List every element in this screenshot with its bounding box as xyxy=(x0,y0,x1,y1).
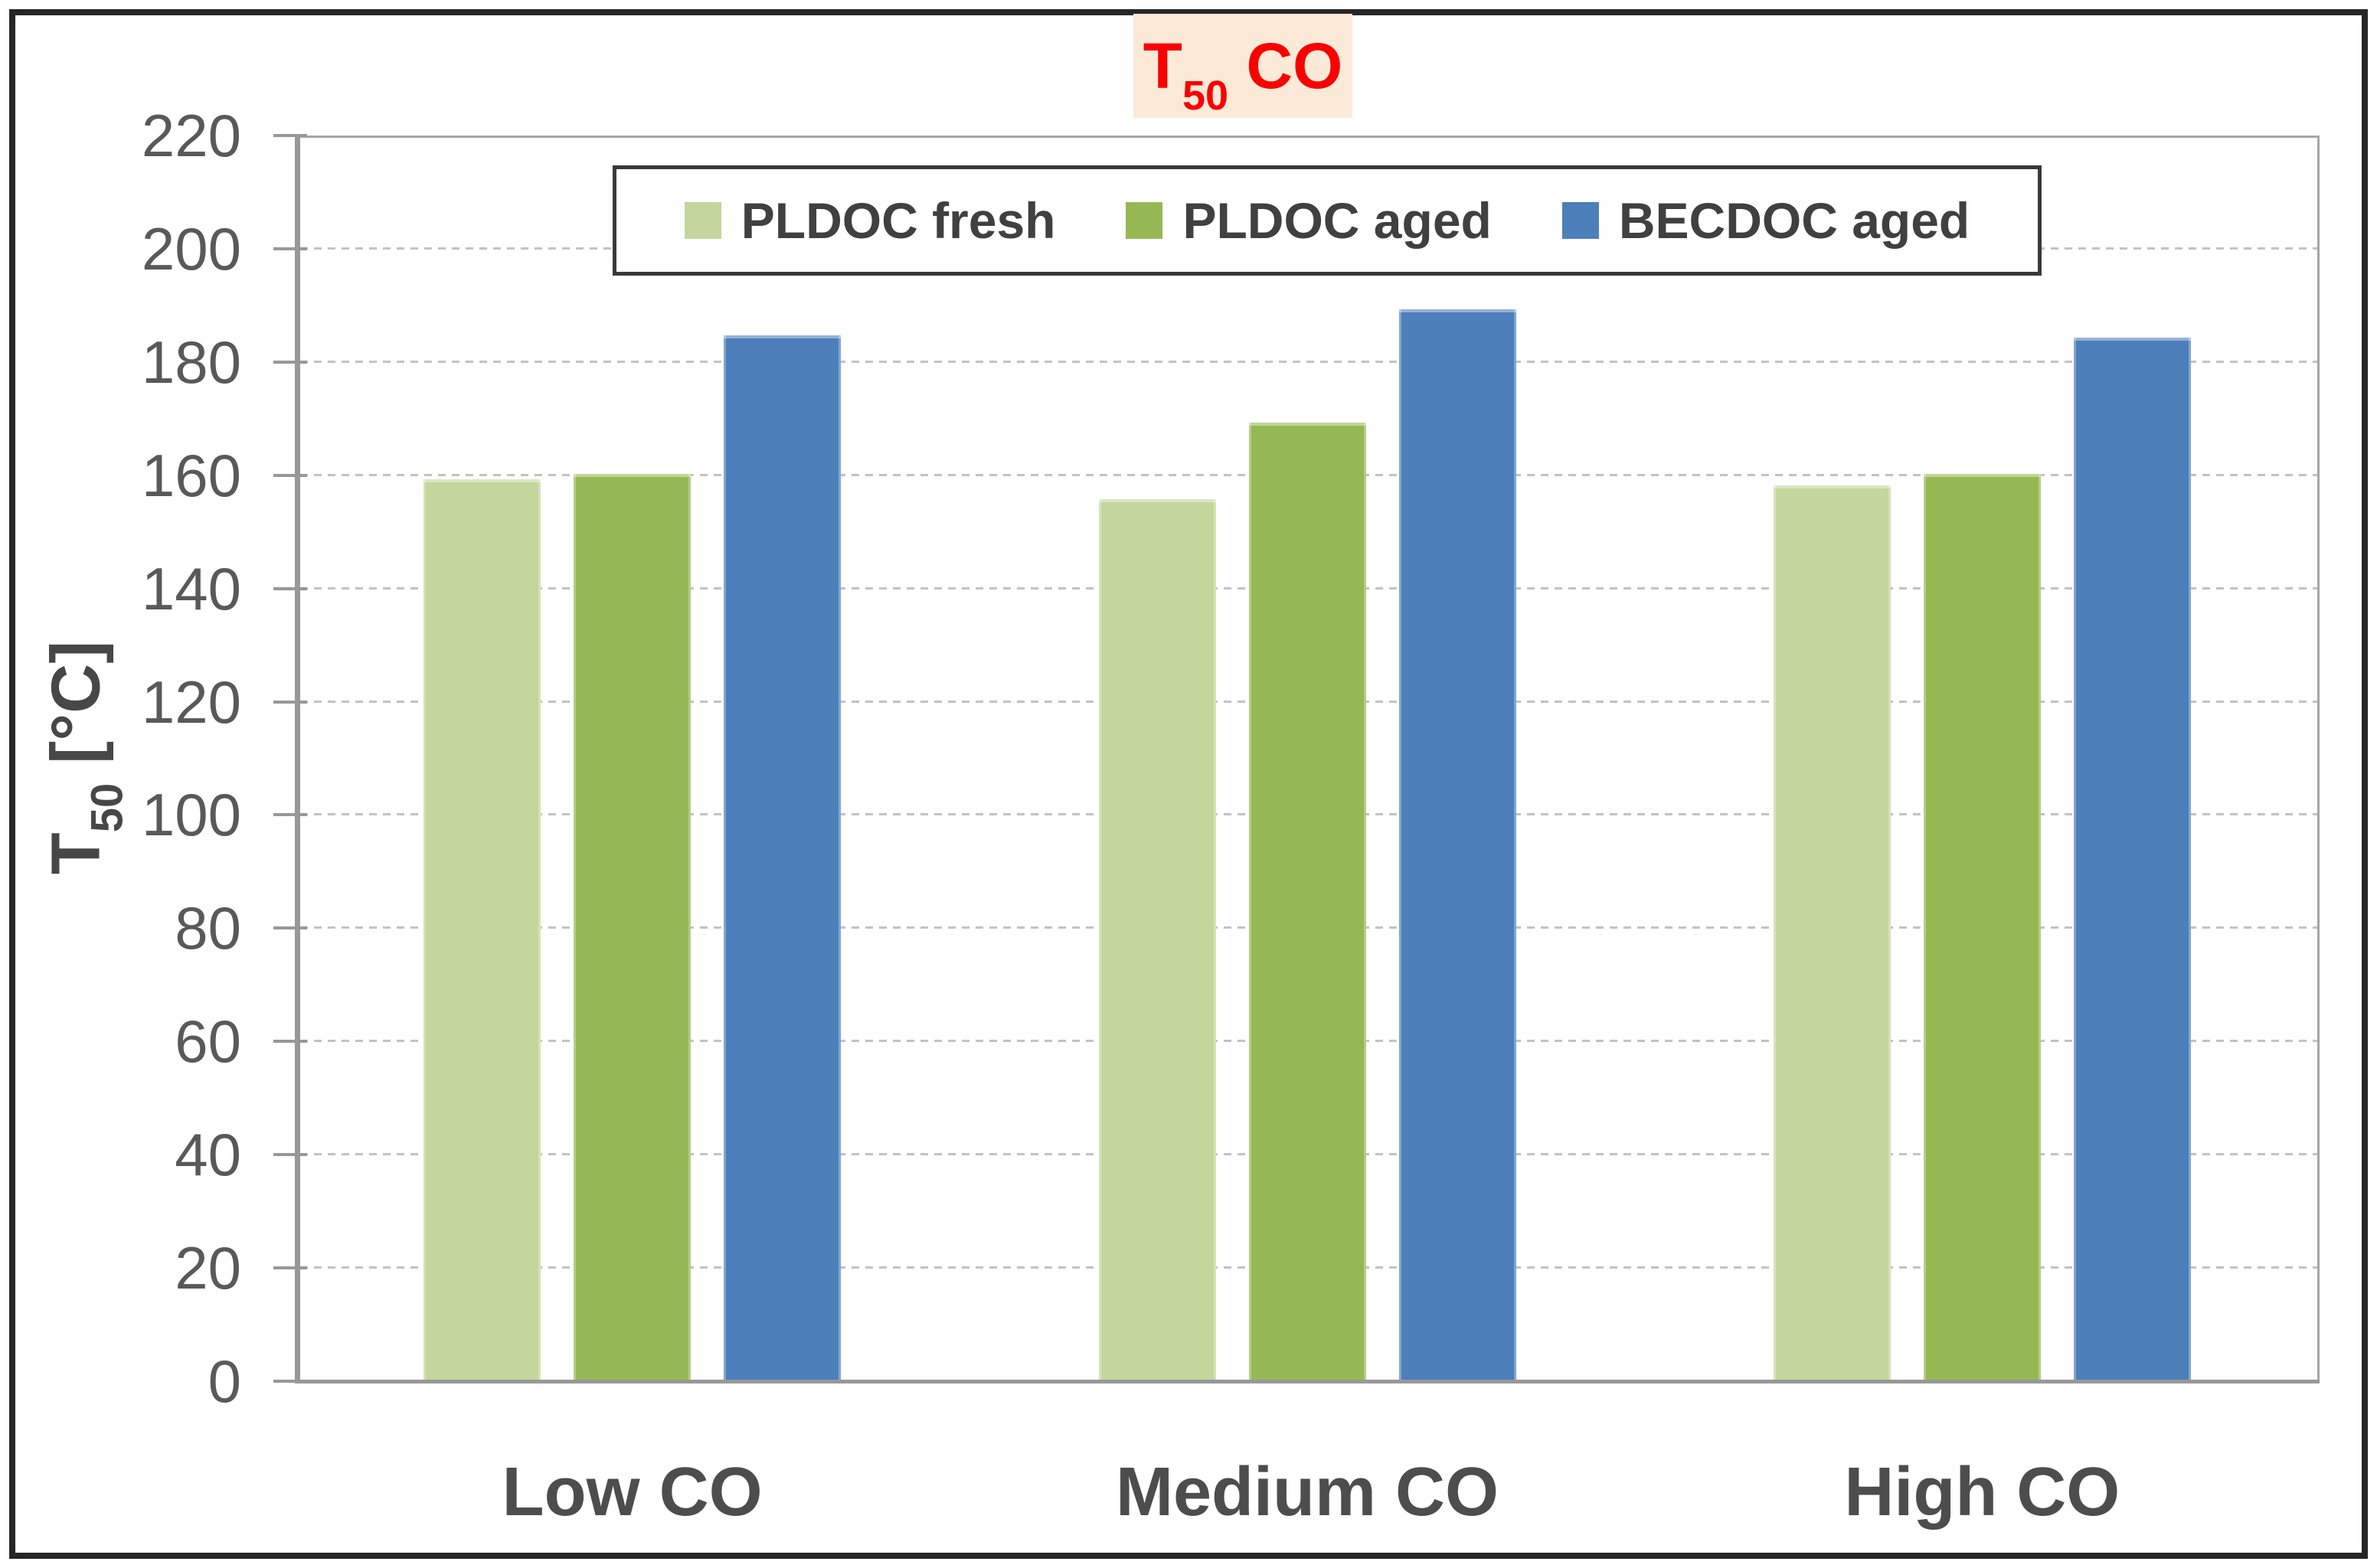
plot-border-top xyxy=(295,136,2320,138)
y-tick-label-220: 220 xyxy=(141,102,241,169)
chart-title-box: T50 CO xyxy=(1133,14,1352,118)
y-tick-200 xyxy=(273,247,307,250)
y-axis-title-subscript: 50 xyxy=(82,782,132,833)
bar-pldoc-aged-high-co xyxy=(1923,473,2041,1380)
y-tick-0 xyxy=(273,1380,307,1383)
y-axis-title: T50 [°C] xyxy=(38,337,132,1179)
legend-label: BECDOC aged xyxy=(1618,192,1970,249)
y-tick-80 xyxy=(273,926,307,930)
y-tick-160 xyxy=(273,473,307,477)
y-tick-label-20: 20 xyxy=(175,1234,241,1302)
bar-pldoc-aged-low-co xyxy=(574,473,692,1380)
y-tick-220 xyxy=(273,134,307,137)
y-tick-label-100: 100 xyxy=(141,781,241,849)
y-axis-title-rest: [°C] xyxy=(38,640,115,783)
category-label-medium-co: Medium CO xyxy=(1115,1454,1499,1530)
y-axis-line xyxy=(295,136,300,1383)
bar-becdoc-aged-medium-co xyxy=(1398,309,1516,1380)
bar-pldoc-fresh-medium-co xyxy=(1098,499,1216,1380)
bar-pldoc-fresh-high-co xyxy=(1773,485,1891,1380)
legend-label: PLDOC fresh xyxy=(741,192,1056,249)
bar-pldoc-aged-medium-co xyxy=(1248,423,1366,1380)
y-tick-label-140: 140 xyxy=(141,554,241,622)
y-tick-180 xyxy=(273,360,307,364)
bar-becdoc-aged-low-co xyxy=(724,335,842,1380)
y-axis-title-base: T xyxy=(38,832,115,875)
chart-title-base: T xyxy=(1143,30,1182,102)
y-tick-label-180: 180 xyxy=(141,328,241,396)
plot-border-right xyxy=(2317,136,2320,1381)
y-tick-label-60: 60 xyxy=(175,1008,241,1076)
bar-becdoc-aged-high-co xyxy=(2073,338,2191,1380)
legend-swatch-icon xyxy=(684,202,721,239)
legend-swatch-icon xyxy=(1561,202,1599,239)
gridline-180 xyxy=(300,360,2317,363)
legend-item-pldoc-fresh: PLDOC fresh xyxy=(684,191,1056,250)
y-tick-100 xyxy=(273,813,307,817)
chart-title-rest: CO xyxy=(1228,30,1343,102)
category-label-low-co: Low CO xyxy=(502,1454,763,1530)
y-tick-20 xyxy=(273,1266,307,1270)
y-tick-label-0: 0 xyxy=(208,1348,241,1415)
y-tick-label-40: 40 xyxy=(175,1121,241,1189)
legend-item-pldoc-aged: PLDOC aged xyxy=(1126,191,1492,250)
chart-title-subscript: 50 xyxy=(1182,73,1229,119)
bar-pldoc-fresh-low-co xyxy=(423,479,541,1380)
y-tick-120 xyxy=(273,700,307,704)
figure-border xyxy=(9,9,2368,1559)
category-label-high-co: High CO xyxy=(1844,1454,2120,1530)
legend: PLDOC fresh PLDOC aged BECDOC aged xyxy=(613,165,2042,276)
legend-label: PLDOC aged xyxy=(1182,192,1492,249)
x-axis-line xyxy=(295,1380,2320,1383)
chart-title: T50 CO xyxy=(1143,34,1343,116)
y-tick-140 xyxy=(273,586,307,590)
y-tick-label-160: 160 xyxy=(141,441,241,509)
plot-area xyxy=(273,134,2320,1383)
y-tick-40 xyxy=(273,1153,307,1157)
y-tick-60 xyxy=(273,1040,307,1044)
y-tick-label-80: 80 xyxy=(175,894,241,962)
legend-item-becdoc-aged: BECDOC aged xyxy=(1561,191,1970,250)
y-tick-label-120: 120 xyxy=(141,668,241,736)
legend-swatch-icon xyxy=(1126,202,1163,239)
y-tick-label-200: 200 xyxy=(141,214,241,283)
